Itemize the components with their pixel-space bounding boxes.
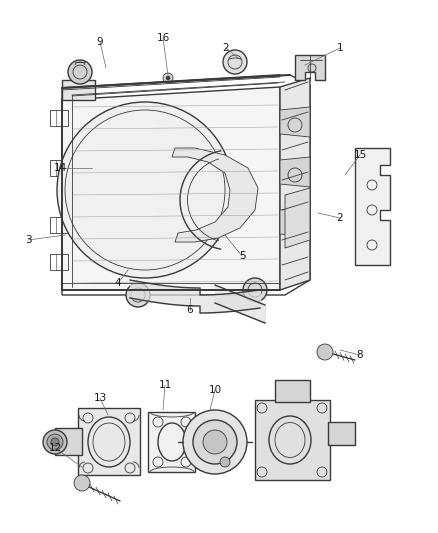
Circle shape: [317, 344, 333, 360]
Polygon shape: [78, 408, 140, 475]
Polygon shape: [280, 157, 310, 187]
Polygon shape: [275, 380, 310, 402]
Circle shape: [183, 410, 247, 474]
Text: 3: 3: [25, 235, 31, 245]
Text: 1: 1: [337, 43, 343, 53]
Text: 8: 8: [357, 350, 363, 360]
Circle shape: [74, 475, 90, 491]
Text: 14: 14: [53, 163, 67, 173]
Circle shape: [51, 438, 59, 446]
Text: 11: 11: [159, 380, 172, 390]
Text: 2: 2: [337, 213, 343, 223]
Text: 15: 15: [353, 150, 367, 160]
Circle shape: [68, 60, 92, 84]
Polygon shape: [280, 107, 310, 137]
Circle shape: [43, 430, 67, 454]
Text: 13: 13: [93, 393, 106, 403]
Circle shape: [57, 102, 233, 278]
Polygon shape: [255, 400, 330, 480]
Text: 4: 4: [115, 278, 121, 288]
Circle shape: [47, 434, 63, 450]
Text: 6: 6: [187, 305, 193, 315]
Polygon shape: [148, 412, 195, 472]
Text: 2: 2: [223, 43, 230, 53]
Text: 5: 5: [239, 251, 245, 261]
Circle shape: [203, 430, 227, 454]
Polygon shape: [328, 422, 355, 445]
Text: 12: 12: [48, 443, 62, 453]
Text: 10: 10: [208, 385, 222, 395]
Polygon shape: [285, 188, 310, 248]
Polygon shape: [62, 80, 95, 100]
Polygon shape: [280, 207, 310, 237]
Circle shape: [126, 283, 150, 307]
Text: 16: 16: [156, 33, 170, 43]
Polygon shape: [55, 428, 82, 455]
Polygon shape: [280, 78, 310, 290]
Text: 9: 9: [97, 37, 103, 47]
Circle shape: [163, 73, 173, 83]
Circle shape: [223, 50, 247, 74]
Polygon shape: [172, 148, 258, 242]
Polygon shape: [355, 148, 390, 265]
Circle shape: [220, 457, 230, 467]
Circle shape: [243, 278, 267, 302]
Circle shape: [193, 420, 237, 464]
Circle shape: [166, 76, 170, 80]
Polygon shape: [295, 55, 325, 80]
Polygon shape: [62, 87, 280, 290]
